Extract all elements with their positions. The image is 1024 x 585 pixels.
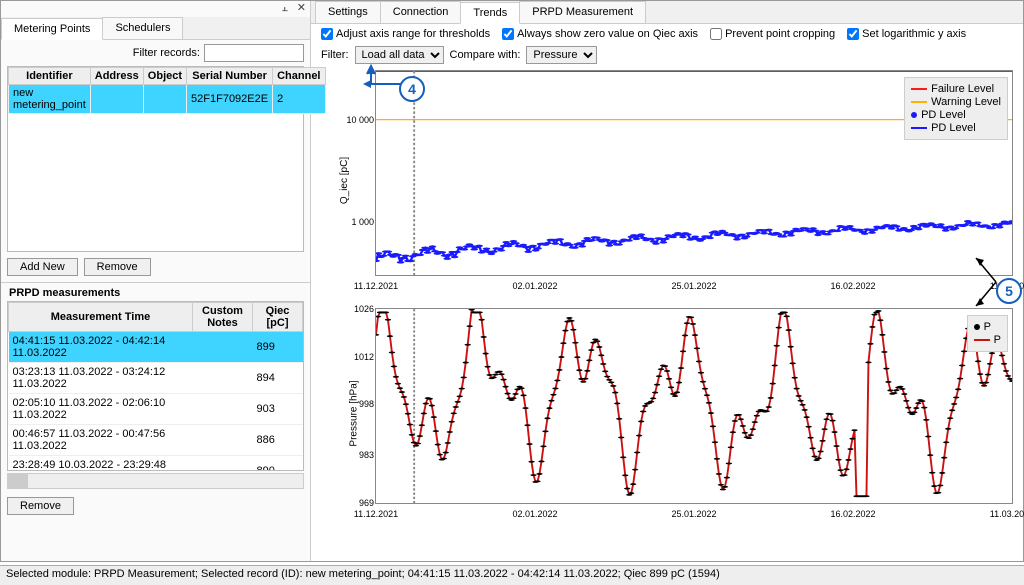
table-row[interactable]: 00:46:57 11.03.2022 - 00:47:56 11.03.202… (9, 425, 303, 456)
table-row[interactable]: 04:41:15 11.03.2022 - 04:42:14 11.03.202… (9, 332, 303, 363)
col-meas-time[interactable]: Measurement Time (9, 303, 193, 332)
annotation-5-arrow (970, 248, 1010, 318)
col-qiec[interactable]: Qiec [pC] (253, 303, 303, 332)
col-object[interactable]: Object (143, 68, 186, 85)
pressure-ylabel: Pressure [hPa] (349, 380, 360, 446)
measurements-table[interactable]: Measurement Time Custom Notes Qiec [pC] … (7, 301, 304, 471)
tab-settings[interactable]: Settings (315, 1, 381, 23)
table-row[interactable]: 02:05:10 11.03.2022 - 02:06:10 11.03.202… (9, 394, 303, 425)
tab-metering-points[interactable]: Metering Points (1, 18, 103, 40)
add-new-button[interactable]: Add New (7, 258, 78, 276)
panel-window-controls: ⫠ ✕ (1, 1, 310, 17)
col-identifier[interactable]: Identifier (9, 68, 91, 85)
remove-button[interactable]: Remove (84, 258, 151, 276)
tab-prpd[interactable]: PRPD Measurement (519, 1, 646, 23)
col-custom-notes[interactable]: Custom Notes (193, 303, 253, 332)
filter-label: Filter: (321, 49, 349, 61)
table-row[interactable]: new metering_point 52F1F7092E2E 2 (9, 85, 326, 114)
opt-adjust[interactable]: Adjust axis range for thresholds (321, 28, 490, 40)
opt-crop[interactable]: Prevent point cropping (710, 28, 835, 40)
filter-records-input[interactable] (204, 44, 304, 62)
col-address[interactable]: Address (90, 68, 143, 85)
col-serial[interactable]: Serial Number (187, 68, 273, 85)
pressure-legend: PP (967, 315, 1008, 352)
opt-zero[interactable]: Always show zero value on Qiec axis (502, 28, 698, 40)
left-tabs: Metering Points Schedulers (1, 17, 310, 40)
right-tabs: Settings Connection Trends PRPD Measurem… (311, 1, 1023, 24)
qiec-ylabel: Q_iec [pC] (339, 157, 350, 204)
metering-points-table[interactable]: Identifier Address Object Serial Number … (7, 66, 304, 252)
tab-trends[interactable]: Trends (460, 2, 520, 24)
qiec-chart: Q_iec [pC] Failure LevelWarning LevelPD … (351, 70, 1013, 300)
tab-connection[interactable]: Connection (380, 1, 462, 23)
table-row[interactable]: 03:23:13 11.03.2022 - 03:24:12 11.03.202… (9, 363, 303, 394)
compare-select[interactable]: Pressure (526, 46, 597, 64)
pin-icon[interactable]: ⫠ (281, 2, 288, 14)
filter-records-label: Filter records: (133, 47, 200, 59)
close-panel-icon[interactable]: ✕ (297, 2, 306, 14)
remove-meas-button[interactable]: Remove (7, 497, 74, 515)
pressure-chart: Pressure [hPa] PP 9699839981012102611.12… (351, 308, 1013, 528)
table-row[interactable]: 23:28:49 10.03.2022 - 23:29:48 10.03.202… (9, 456, 303, 472)
h-scrollbar[interactable] (7, 473, 304, 489)
qiec-legend: Failure LevelWarning LevelPD LevelPD Lev… (904, 77, 1008, 140)
compare-label: Compare with: (450, 49, 521, 61)
annotation-4-arrow (359, 62, 409, 102)
status-bar: Selected module: PRPD Measurement; Selec… (0, 565, 1024, 585)
opt-log[interactable]: Set logarithmic y axis (847, 28, 966, 40)
tab-schedulers[interactable]: Schedulers (102, 17, 183, 39)
prpd-measurements-header: PRPD measurements (1, 282, 310, 301)
